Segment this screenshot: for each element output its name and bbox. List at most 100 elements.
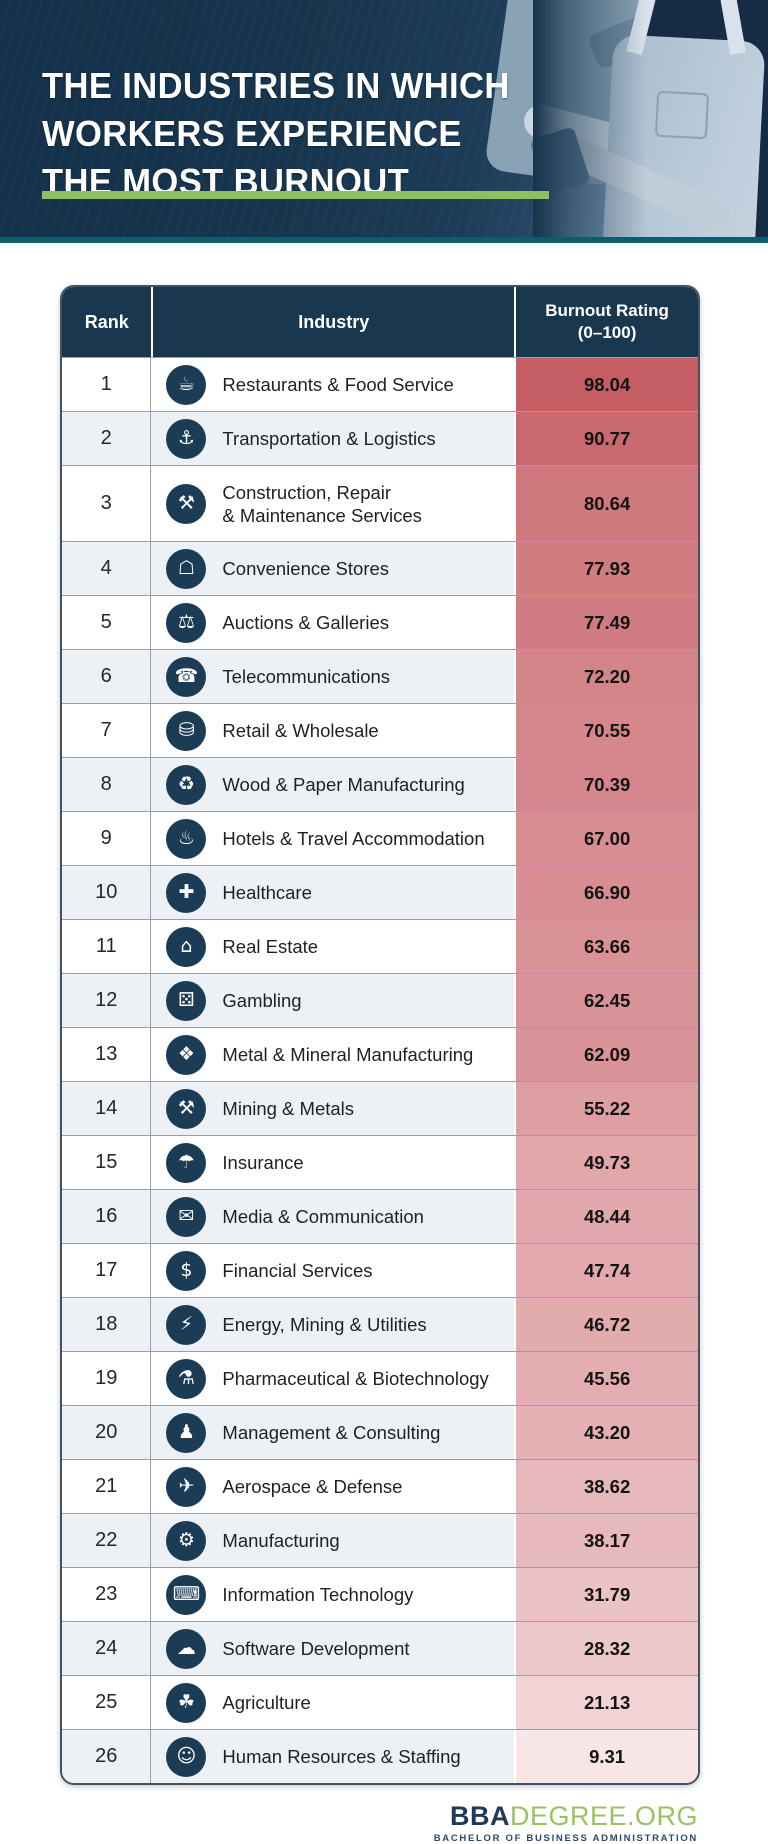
rank-value: 17: [95, 1259, 118, 1281]
burnout-rating-value: 77.49: [583, 611, 631, 633]
industry-label: Insurance: [222, 1152, 304, 1173]
insurance-shield-icon: ☂: [166, 1142, 207, 1183]
shopping-cart-icon: ⛁: [166, 710, 207, 751]
computer-code-icon: ⌨: [166, 1574, 207, 1615]
burnout-rating-value: 38.62: [583, 1475, 631, 1497]
industry-cell: ⌨ Information Technology: [151, 1568, 514, 1621]
industry-cell: ⌂ Real Estate: [151, 920, 514, 973]
paper-rolls-icon: ♻: [166, 764, 207, 805]
burnout-rating-cell: 46.72: [514, 1298, 698, 1351]
burnout-rating-value: 46.72: [583, 1313, 631, 1335]
service-bell-icon: ♨: [166, 818, 207, 859]
header-banner: THE INDUSTRIES IN WHICH WORKERS EXPERIEN…: [0, 0, 768, 237]
rank-cell: 21: [62, 1460, 152, 1513]
table-row: 16 ✉ Media & Communication 48.44: [62, 1189, 698, 1243]
heart-care-icon: ✚: [166, 872, 207, 913]
burnout-rating-cell: 47.74: [514, 1244, 698, 1297]
table-row: 4 ☖ Convenience Stores 77.93: [62, 541, 698, 595]
rank-cell: 14: [62, 1082, 152, 1135]
table-row: 25 ☘ Agriculture 21.13: [62, 1675, 698, 1729]
rank-cell: 22: [62, 1514, 152, 1567]
industry-cell: ⚓ Transportation & Logistics: [151, 412, 514, 465]
industry-cell: ☺ Human Resources & Staffing: [151, 1730, 514, 1783]
rank-cell: 6: [62, 650, 152, 703]
burnout-rating-value: 67.00: [583, 827, 631, 849]
industry-label: Management & Consulting: [222, 1422, 441, 1443]
table-row: 21 ✈ Aerospace & Defense 38.62: [62, 1459, 698, 1513]
rank-value: 2: [100, 427, 112, 449]
industry-cell: ⚙ Manufacturing: [151, 1514, 514, 1567]
burnout-table: Rank Industry Burnout Rating (0–100) 1 ☕…: [60, 285, 700, 1785]
burnout-rating-value: 70.55: [583, 719, 631, 741]
burnout-rating-cell: 66.90: [514, 866, 698, 919]
burnout-rating-value: 62.09: [583, 1043, 631, 1065]
brand-logo-bba: BBA: [449, 1801, 510, 1831]
header-photo: [483, 0, 768, 237]
table-row: 5 ⚖ Auctions & Galleries 77.49: [62, 595, 698, 649]
industry-label: Transportation & Logistics: [222, 428, 436, 449]
industry-label: Aerospace & Defense: [222, 1476, 403, 1497]
burnout-rating-value: 72.20: [583, 665, 631, 687]
table-row: 22 ⚙ Manufacturing 38.17: [62, 1513, 698, 1567]
burnout-rating-cell: 62.45: [514, 974, 698, 1027]
table-row: 11 ⌂ Real Estate 63.66: [62, 919, 698, 973]
rank-cell: 9: [62, 812, 152, 865]
rank-cell: 24: [62, 1622, 152, 1675]
rank-cell: 18: [62, 1298, 152, 1351]
rank-value: 9: [100, 827, 112, 849]
table-row: 12 ⚄ Gambling 62.45: [62, 973, 698, 1027]
industry-cell: ⛁ Retail & Wholesale: [151, 704, 514, 757]
industry-label: Media & Communication: [222, 1206, 424, 1227]
table-row: 17 $ Financial Services 47.74: [62, 1243, 698, 1297]
green-accent-bar: [42, 191, 549, 199]
industry-cell: ⚡ Energy, Mining & Utilities: [151, 1298, 514, 1351]
rank-cell: 23: [62, 1568, 152, 1621]
brand-tagline: BACHELOR OF BUSINESS ADMINISTRATION: [433, 1833, 698, 1844]
rank-cell: 4: [62, 542, 152, 595]
rank-value: 19: [95, 1367, 118, 1389]
burnout-rating-cell: 67.00: [514, 812, 698, 865]
burnout-rating-value: 47.74: [583, 1259, 631, 1281]
industry-cell: ✈ Aerospace & Defense: [151, 1460, 514, 1513]
industry-label: Auctions & Galleries: [222, 612, 389, 633]
burnout-rating-value: 62.45: [583, 989, 631, 1011]
industry-label: Financial Services: [222, 1260, 373, 1281]
rank-value: 8: [100, 773, 112, 795]
rank-value: 6: [100, 665, 112, 687]
rank-value: 23: [95, 1583, 118, 1605]
burnout-rating-value: 55.22: [583, 1097, 631, 1119]
industry-label: Human Resources & Staffing: [222, 1746, 461, 1767]
industry-cell: ♟ Management & Consulting: [151, 1406, 514, 1459]
table-row: 20 ♟ Management & Consulting 43.20: [62, 1405, 698, 1459]
team-icon: ♟: [166, 1412, 207, 1453]
rank-value: 16: [95, 1205, 118, 1227]
table-row: 2 ⚓ Transportation & Logistics 90.77: [62, 411, 698, 465]
rank-cell: 1: [62, 358, 152, 411]
table-row: 18 ⚡ Energy, Mining & Utilities 46.72: [62, 1297, 698, 1351]
industry-label: Metal & Mineral Manufacturing: [222, 1044, 474, 1065]
industry-cell: ☘ Agriculture: [151, 1676, 514, 1729]
construction-tools-icon: ⚒: [166, 483, 207, 524]
rank-value: 20: [95, 1421, 118, 1443]
rank-value: 15: [95, 1151, 118, 1173]
industry-cell: ☂ Insurance: [151, 1136, 514, 1189]
table-row: 8 ♻ Wood & Paper Manufacturing 70.39: [62, 757, 698, 811]
rank-cell: 12: [62, 974, 152, 1027]
industry-cell: ✚ Healthcare: [151, 866, 514, 919]
rank-cell: 19: [62, 1352, 152, 1405]
table-row: 6 ☎ Telecommunications 72.20: [62, 649, 698, 703]
energy-bolt-icon: ⚡: [166, 1304, 207, 1345]
burnout-rating-cell: 77.93: [514, 542, 698, 595]
industry-label: Gambling: [222, 990, 302, 1011]
rank-cell: 25: [62, 1676, 152, 1729]
brand-logo-degree-org: DEGREE.ORG: [509, 1801, 698, 1831]
table-row: 19 ⚗ Pharmaceutical & Biotechnology 45.5…: [62, 1351, 698, 1405]
burnout-rating-value: 90.77: [583, 427, 631, 449]
rank-value: 21: [95, 1475, 118, 1497]
industry-cell: ⚗ Pharmaceutical & Biotechnology: [151, 1352, 514, 1405]
table-row: 10 ✚ Healthcare 66.90: [62, 865, 698, 919]
industry-label: Real Estate: [222, 936, 319, 957]
megaphone-icon: ✉: [166, 1196, 207, 1237]
industry-cell: ❖ Metal & Mineral Manufacturing: [151, 1028, 514, 1081]
burnout-rating-value: 38.17: [583, 1529, 631, 1551]
